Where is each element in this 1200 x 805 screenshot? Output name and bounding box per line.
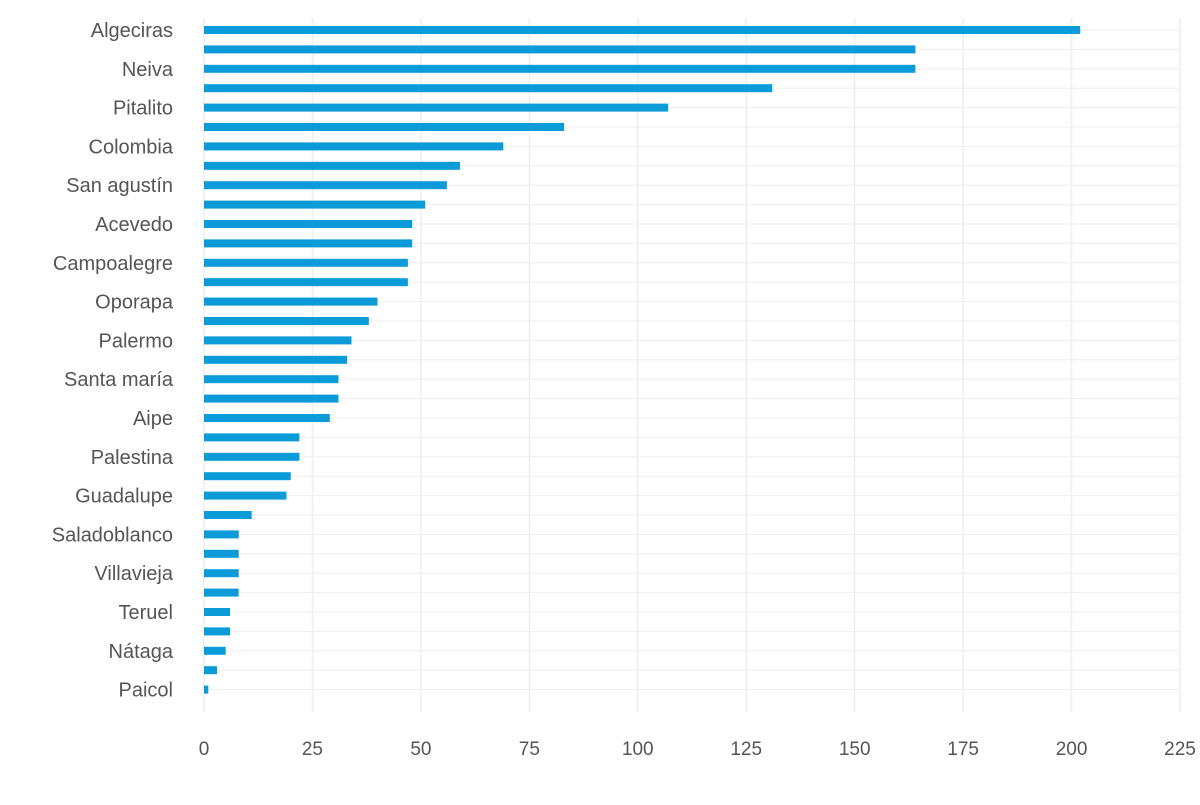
bar [204, 297, 378, 306]
bar [204, 142, 504, 151]
category-label: Teruel [119, 602, 173, 624]
x-tick-label: 100 [622, 739, 654, 760]
category-label: Paicol [119, 680, 173, 702]
bar [204, 491, 287, 500]
bar [204, 511, 252, 519]
x-tick-label: 225 [1164, 739, 1196, 760]
bar [204, 239, 413, 248]
x-tick-label: 0 [199, 739, 210, 760]
x-tick-label: 125 [730, 739, 762, 760]
category-label: Nátaga [109, 641, 174, 663]
bar [204, 685, 209, 694]
bar [204, 452, 300, 461]
bar [204, 608, 231, 616]
category-label: San agustín [66, 175, 173, 197]
bar [204, 646, 226, 655]
bar [204, 394, 339, 403]
category-label: Palestina [91, 447, 174, 469]
bar [204, 123, 565, 131]
bar [204, 45, 916, 54]
bar [204, 200, 426, 209]
x-tick-label: 175 [947, 739, 979, 760]
category-label: Guadalupe [75, 486, 173, 508]
bar [204, 627, 231, 636]
x-tick-label: 25 [302, 739, 323, 760]
x-tick-label: 200 [1056, 739, 1088, 760]
category-label: Acevedo [95, 214, 173, 236]
category-label: Villavieja [94, 563, 173, 585]
x-tick-label: 150 [839, 739, 871, 760]
bar [204, 64, 916, 73]
category-label: Saladoblanco [52, 524, 173, 546]
bar [204, 161, 460, 170]
category-label: Campoalegre [53, 253, 173, 275]
bar [204, 530, 239, 539]
bar [204, 549, 239, 558]
x-tick-label: 50 [410, 739, 431, 760]
category-label: Neiva [122, 59, 174, 81]
bar [204, 317, 369, 325]
x-tick-labels: 0 25 50 75 100 125 150 175 200 225 [199, 739, 1196, 760]
bar [204, 588, 239, 597]
bars [204, 26, 1081, 694]
bar [204, 414, 330, 422]
category-label: Santa maría [64, 369, 174, 391]
bar [204, 355, 348, 364]
bar [204, 472, 291, 481]
category-label: Colombia [89, 136, 174, 158]
bar [204, 181, 447, 190]
bar [204, 278, 408, 287]
category-label: Palermo [99, 330, 173, 352]
category-label: Oporapa [95, 292, 174, 314]
bar [204, 433, 300, 442]
category-label: Aipe [133, 408, 173, 430]
bar [204, 258, 408, 267]
grid [200, 18, 1181, 712]
category-label: Algeciras [91, 20, 173, 42]
bar [204, 666, 218, 675]
bar [204, 103, 669, 112]
bar [204, 375, 339, 384]
x-tick-label: 75 [519, 739, 540, 760]
bar [204, 84, 773, 93]
category-label: Pitalito [113, 98, 173, 120]
bar [204, 336, 352, 345]
bar [204, 26, 1081, 34]
bar [204, 220, 413, 228]
category-labels: Algeciras Neiva Pitalito Colombia San agustí… [52, 20, 174, 702]
bar [204, 569, 239, 578]
